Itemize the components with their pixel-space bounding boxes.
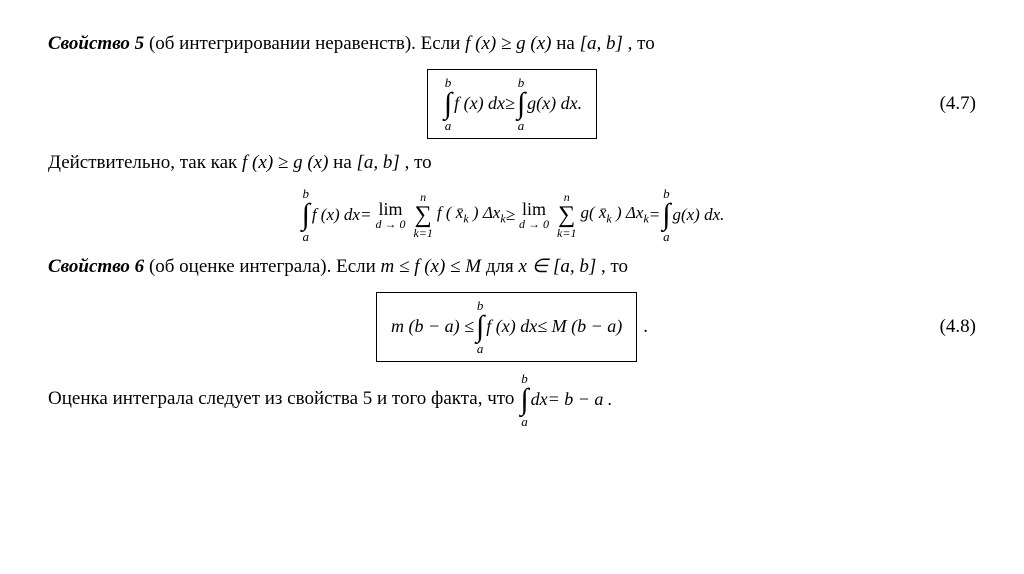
- equation-4-7-number: (4.7): [940, 93, 976, 115]
- sum-icon: ∑: [415, 203, 432, 227]
- property-6-statement: Свойство 6 (об оценке интеграла). Если m…: [48, 253, 976, 282]
- integral-icon: ∫: [662, 200, 670, 230]
- property-5-proof-equation: b ∫ a f (x) dx = lim d → 0 n ∑ k=1 f ( x…: [48, 187, 976, 243]
- property-5-interval: [a, b]: [580, 33, 623, 54]
- limit: lim d → 0: [519, 200, 549, 230]
- sum: n ∑ k=1: [413, 191, 432, 239]
- integral-rhs: b ∫ a: [517, 76, 525, 132]
- property-5-on: на: [551, 33, 579, 54]
- equation-4-7: b ∫ a f (x) dx ≥ b ∫ a g(x) dx.: [442, 76, 582, 132]
- property-5-proof-text: Действительно, так как f (x) ≥ g (x) на …: [48, 149, 976, 178]
- property-5-statement: Свойство 5 (об интегрировании неравенств…: [48, 30, 976, 59]
- sum: n ∑ k=1: [557, 191, 576, 239]
- integral-icon: ∫: [517, 89, 525, 119]
- property-5-end: , то: [623, 33, 655, 54]
- final-remark: Оценка интеграла следует из свойства 5 и…: [48, 372, 976, 428]
- property-5-title: Свойство 5: [48, 33, 144, 54]
- integral-icon: ∫: [302, 200, 310, 230]
- final-integral: b ∫ a dx = b − a .: [518, 372, 612, 428]
- integral-lhs: b ∫ a: [444, 76, 452, 132]
- property-5-desc: (об интегрировании неравенств). Если: [144, 33, 465, 54]
- integral-icon: ∫: [520, 385, 528, 415]
- equation-4-8-box: m (b − a) ≤ b ∫ a f (x) dx ≤ M (b − a): [376, 292, 637, 362]
- property-5-cond: f (x) ≥ g (x): [465, 33, 551, 54]
- sum-icon: ∑: [558, 203, 575, 227]
- equation-4-8: m (b − a) ≤ b ∫ a f (x) dx ≤ M (b − a): [391, 299, 622, 355]
- property-6-title: Свойство 6: [48, 256, 144, 277]
- integral-icon: ∫: [444, 89, 452, 119]
- proof-formula: b ∫ a f (x) dx = lim d → 0 n ∑ k=1 f ( x…: [300, 187, 725, 243]
- equation-4-7-row: b ∫ a f (x) dx ≥ b ∫ a g(x) dx. (4.7): [48, 69, 976, 139]
- integral-icon: ∫: [476, 312, 484, 342]
- equation-4-8-number: (4.8): [940, 316, 976, 338]
- limit: lim d → 0: [375, 200, 405, 230]
- equation-4-7-box: b ∫ a f (x) dx ≥ b ∫ a g(x) dx.: [427, 69, 597, 139]
- equation-4-8-row: m (b − a) ≤ b ∫ a f (x) dx ≤ M (b − a) .…: [48, 292, 976, 362]
